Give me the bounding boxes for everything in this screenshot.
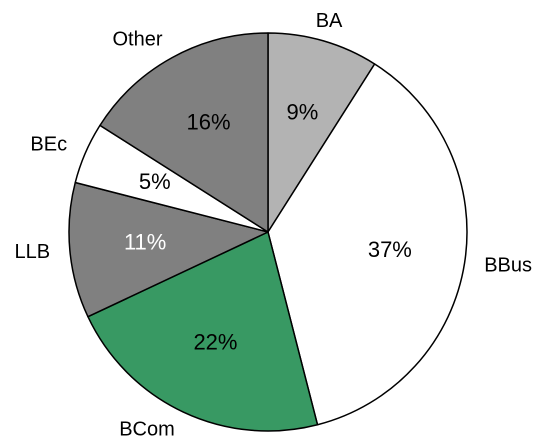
pie-slice	[68, 181, 269, 318]
value-label: 37%	[368, 237, 412, 262]
pie-slice	[87, 231, 319, 432]
value-label: 11%	[124, 229, 166, 254]
value-label: 22%	[193, 329, 237, 354]
category-label: BCom	[119, 418, 175, 440]
category-label: LLB	[14, 241, 50, 263]
category-label: BEc	[30, 133, 67, 155]
pie-slice	[99, 32, 269, 233]
pie-slice	[267, 63, 468, 426]
pie-slice	[267, 32, 376, 233]
value-label: 9%	[287, 99, 319, 124]
category-label: BBus	[484, 255, 532, 277]
category-label: Other	[113, 28, 163, 50]
value-label: 5%	[139, 169, 171, 194]
value-label: 16%	[187, 110, 231, 135]
category-label: BA	[316, 10, 343, 32]
